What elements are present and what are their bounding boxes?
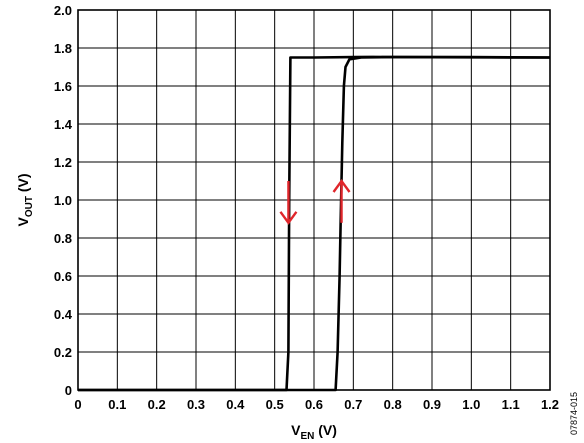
x-tick-label: 0.2 <box>148 397 166 412</box>
x-tick-label: 1.1 <box>502 397 520 412</box>
x-axis-label: VEN (V) <box>291 422 337 442</box>
arrow-down-icon <box>279 181 298 225</box>
y-axis-label-main: V <box>15 217 31 227</box>
x-tick-label: 0.9 <box>423 397 441 412</box>
figure-id: 07874-015 <box>569 392 579 435</box>
x-tick-label: 1.2 <box>541 397 559 412</box>
arrow-head <box>279 211 298 225</box>
plot-frame <box>77 9 551 391</box>
x-tick-label: 0.8 <box>384 397 402 412</box>
y-tick-label: 1.2 <box>54 155 72 170</box>
x-tick-label: 1.0 <box>462 397 480 412</box>
y-tick-label: 2.0 <box>54 3 72 18</box>
y-tick-labels: 0 0.2 0.4 0.6 0.8 1.0 1.2 1.4 1.6 1.8 2.0 <box>54 3 73 398</box>
x-tick-labels: 0 0.1 0.2 0.3 0.4 0.5 0.6 0.7 0.8 0.9 1.0 1.1 1.2 <box>74 397 559 412</box>
x-axis-label-main: V <box>291 422 301 438</box>
y-tick-label: 1.4 <box>54 117 73 132</box>
x-axis-label-subscript: EN <box>300 431 314 442</box>
series-line-2 <box>78 55 551 392</box>
x-tick-label: 0.7 <box>344 397 362 412</box>
y-tick-label: 0.8 <box>54 231 72 246</box>
arrow-up-icon <box>332 178 351 223</box>
arrow-head <box>332 178 351 193</box>
y-tick-label: 1.0 <box>54 193 72 208</box>
x-axis-label-unit: (V) <box>314 422 337 438</box>
x-tick-label: 0.6 <box>305 397 323 412</box>
x-tick-label: 0.4 <box>226 397 245 412</box>
x-tick-label: 0.1 <box>108 397 126 412</box>
gridlines <box>77 9 551 391</box>
y-tick-label: 0.2 <box>54 345 72 360</box>
y-axis-label-subscript: OUT <box>24 196 35 217</box>
y-axis-label: VOUT (V) <box>15 173 35 226</box>
y-axis-label-unit: (V) <box>15 173 31 196</box>
series-group <box>78 55 551 392</box>
annotation-arrows <box>279 178 351 225</box>
y-tick-label: 1.8 <box>54 41 72 56</box>
y-tick-label: 0.6 <box>54 269 72 284</box>
x-tick-label: 0.5 <box>266 397 284 412</box>
y-tick-label: 0 <box>65 383 72 398</box>
y-tick-label: 1.6 <box>54 79 72 94</box>
x-tick-label: 0.3 <box>187 397 205 412</box>
y-tick-label: 0.4 <box>54 307 73 322</box>
x-tick-label: 0 <box>74 397 81 412</box>
